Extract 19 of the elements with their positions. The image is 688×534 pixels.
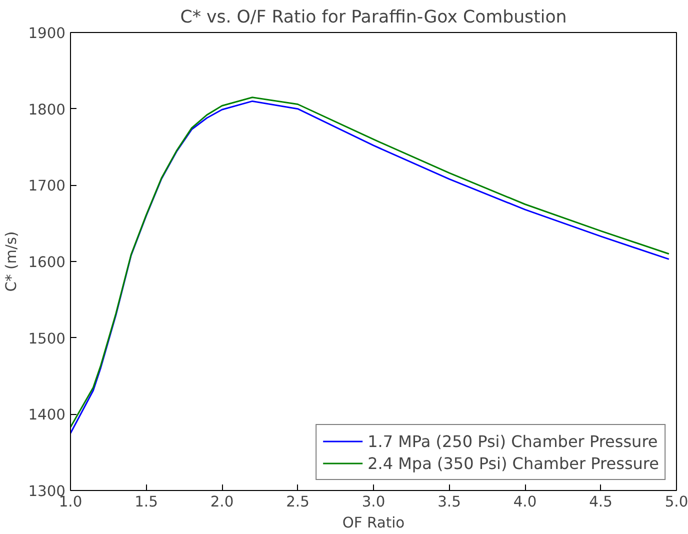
x-tick-label: 5.0 xyxy=(664,494,688,510)
y-tick-label: 1500 xyxy=(28,330,66,348)
x-tick-label: 3.5 xyxy=(438,494,461,510)
y-tick-label: 1700 xyxy=(28,178,66,195)
x-tick-label: 4.5 xyxy=(589,494,612,510)
y-tick-label: 1900 xyxy=(28,25,66,42)
x-tick-label: 2.5 xyxy=(286,494,310,510)
y-tick-label: 1600 xyxy=(28,254,66,271)
x-axis-title: OF Ratio xyxy=(342,514,405,532)
x-tick-label: 1.5 xyxy=(134,494,158,510)
y-tick-label: 1800 xyxy=(28,101,66,118)
x-tick-label: 2.0 xyxy=(210,494,234,510)
y-axis-title: C* (m/s) xyxy=(3,231,20,292)
x-tick-label: 4.0 xyxy=(513,494,537,510)
legend-label: 2.4 Mpa (350 Psi) Chamber Pressure xyxy=(368,454,659,472)
legend-label: 1.7 MPa (250 Psi) Chamber Pressure xyxy=(368,432,658,450)
chart-title: C* vs. O/F Ratio for Paraffin-Gox Combustion xyxy=(180,8,567,28)
y-tick-label: 1400 xyxy=(28,406,66,424)
x-tick-label: 3.0 xyxy=(362,494,386,510)
